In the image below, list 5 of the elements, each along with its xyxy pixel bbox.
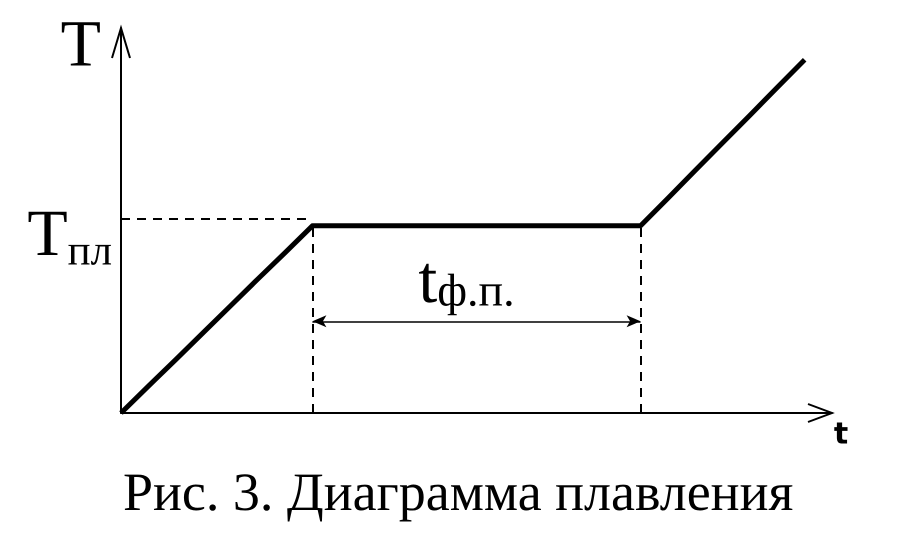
text: Рис. 3. Диаграмма плавления xyxy=(123,462,794,522)
x-axis-title: t xyxy=(834,416,848,452)
annotation: tф.п. xyxy=(418,241,515,318)
y-axis-title: T xyxy=(60,8,101,80)
ref-line-label: T$_{пл}$ xyxy=(27,196,112,274)
